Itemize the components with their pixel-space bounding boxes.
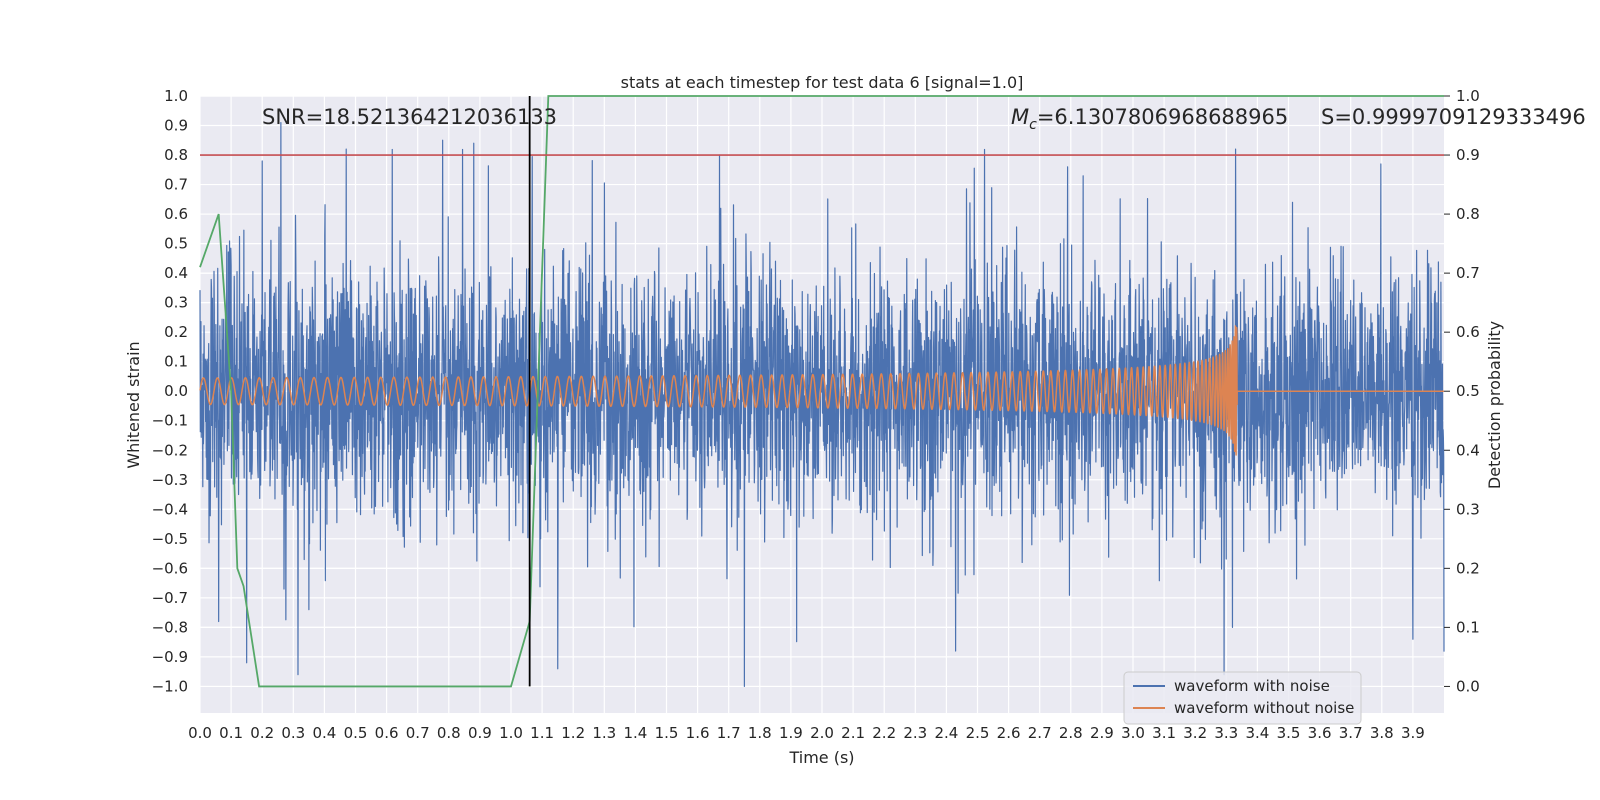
markers xyxy=(200,96,1444,687)
x-tick-label: 2.5 xyxy=(966,724,990,742)
x-tick-labels: 0.0 0.1 0.2 0.3 0.4 0.5 0.6 0.7 0.8 0.9 1.0 1.1 1.2 1… xyxy=(188,724,1425,742)
y-tick-label: −0.4 xyxy=(152,500,188,518)
legend-label-chirp: waveform without noise xyxy=(1174,699,1354,717)
x-tick-label: 1.6 xyxy=(686,724,710,742)
x-tick-label: 1.4 xyxy=(623,724,647,742)
x-tick-label: 0.4 xyxy=(312,724,336,742)
x-tick-label: 2.0 xyxy=(810,724,834,742)
x-tick-label: 3.2 xyxy=(1183,724,1207,742)
snr-annotation: SNR=18.521364212036133 xyxy=(262,105,557,129)
x-tick-label: 0.7 xyxy=(406,724,430,742)
y2-tick-label: 0.5 xyxy=(1456,382,1480,400)
y-tick-label: 0.3 xyxy=(164,294,188,312)
legend: waveform with noise waveform without noi… xyxy=(1123,671,1362,725)
legend-box xyxy=(1123,671,1362,725)
chirp-series xyxy=(199,325,1445,456)
chirp-mass-annotation: Mc=6.1307806968688965 xyxy=(1011,105,1288,133)
y2-tick-label: 0.7 xyxy=(1456,264,1480,282)
x-tick-label: 3.9 xyxy=(1401,724,1425,742)
y-tick-label: 0.0 xyxy=(164,382,188,400)
x-tick-label: 3.6 xyxy=(1308,724,1332,742)
y2-tick-label: 0.9 xyxy=(1456,146,1480,164)
x-axis-label: Time (s) xyxy=(788,748,854,767)
x-tick-label: 1.8 xyxy=(748,724,772,742)
y2-tick-label: 0.3 xyxy=(1456,500,1480,518)
x-tick-label: 1.1 xyxy=(530,724,554,742)
x-tick-label: 2.3 xyxy=(903,724,927,742)
mc-value: =6.1307806968688965 xyxy=(1037,105,1288,129)
x-tick-label: 1.3 xyxy=(592,724,616,742)
x-tick-label: 3.7 xyxy=(1339,724,1363,742)
y-tick-label: −0.2 xyxy=(152,441,188,459)
mc-symbol: M xyxy=(1011,105,1029,129)
x-tick-label: 1.9 xyxy=(779,724,803,742)
x-tick-label: 0.2 xyxy=(250,724,274,742)
x-tick-label: 3.0 xyxy=(1121,724,1145,742)
y-tick-label: 0.1 xyxy=(164,353,188,371)
x-tick-label: 2.2 xyxy=(872,724,896,742)
chart-title: stats at each timestep for test data 6 [… xyxy=(621,73,1024,92)
y2-tick-label: 0.4 xyxy=(1456,441,1480,459)
y-tick-label: 0.8 xyxy=(164,146,188,164)
x-tick-label: 0.1 xyxy=(219,724,243,742)
probability-series xyxy=(199,95,1444,688)
x-tick-label: 3.3 xyxy=(1214,724,1238,742)
y-tick-label: −0.7 xyxy=(152,589,188,607)
legend-label-noise: waveform with noise xyxy=(1174,677,1330,695)
y2-tick-label: 1.0 xyxy=(1456,87,1480,105)
y2-tick-labels: 1.0 0.9 0.8 0.7 0.6 0.5 0.4 0.3 0.2 0.1 0.0 xyxy=(1444,87,1480,695)
y-tick-label: −0.9 xyxy=(152,648,188,666)
x-tick-label: 0.5 xyxy=(344,724,368,742)
y2-tick-label: 0.0 xyxy=(1456,677,1480,695)
x-tick-label: 3.1 xyxy=(1152,724,1176,742)
y2-axis-label: Detection probability xyxy=(1485,321,1504,489)
x-tick-label: 2.9 xyxy=(1090,724,1114,742)
y-tick-label: 0.2 xyxy=(164,323,188,341)
x-tick-label: 3.8 xyxy=(1370,724,1394,742)
y-tick-label: −0.3 xyxy=(152,471,188,489)
y-tick-label: 0.5 xyxy=(164,235,188,253)
y-tick-label: 0.7 xyxy=(164,176,188,194)
chirp-waveform-line xyxy=(199,325,1445,456)
mc-subscript: c xyxy=(1029,117,1037,133)
x-tick-label: 2.7 xyxy=(1028,724,1052,742)
y-tick-label: −0.8 xyxy=(152,618,188,636)
y-axis-label: Whitened strain xyxy=(124,341,143,468)
x-tick-label: 2.8 xyxy=(1059,724,1083,742)
x-tick-label: 1.0 xyxy=(499,724,523,742)
x-tick-label: 2.6 xyxy=(997,724,1021,742)
y-tick-label: −0.5 xyxy=(152,530,188,548)
y-tick-label: −0.1 xyxy=(152,412,188,430)
y-tick-label: 1.0 xyxy=(164,87,188,105)
x-tick-label: 1.2 xyxy=(561,724,585,742)
y-tick-label: −1.0 xyxy=(152,677,188,695)
x-tick-label: 1.5 xyxy=(655,724,679,742)
x-tick-label: 3.5 xyxy=(1277,724,1301,742)
y2-tick-label: 0.6 xyxy=(1456,323,1480,341)
x-tick-label: 0.0 xyxy=(188,724,212,742)
x-tick-label: 1.7 xyxy=(717,724,741,742)
detection-probability-line xyxy=(199,95,1444,688)
y2-tick-label: 0.1 xyxy=(1456,618,1480,636)
y2-tick-label: 0.8 xyxy=(1456,205,1480,223)
y-tick-labels: 1.0 0.9 0.8 0.7 0.6 0.5 0.4 0.3 0.2 0.1 0.0 −0.1 −0.… xyxy=(152,87,188,695)
x-tick-label: 0.9 xyxy=(468,724,492,742)
y2-tick-label: 0.2 xyxy=(1456,559,1480,577)
x-tick-label: 0.6 xyxy=(375,724,399,742)
s-annotation: S=0.9999709129333496 xyxy=(1321,105,1586,129)
y-tick-label: 0.6 xyxy=(164,205,188,223)
x-tick-label: 3.4 xyxy=(1245,724,1269,742)
x-tick-label: 0.8 xyxy=(437,724,461,742)
y-tick-label: 0.4 xyxy=(164,264,188,282)
y-tick-label: −0.6 xyxy=(152,559,188,577)
x-tick-label: 0.3 xyxy=(281,724,305,742)
y-tick-label: 0.9 xyxy=(164,117,188,135)
x-tick-label: 2.4 xyxy=(934,724,958,742)
x-tick-label: 2.1 xyxy=(841,724,865,742)
